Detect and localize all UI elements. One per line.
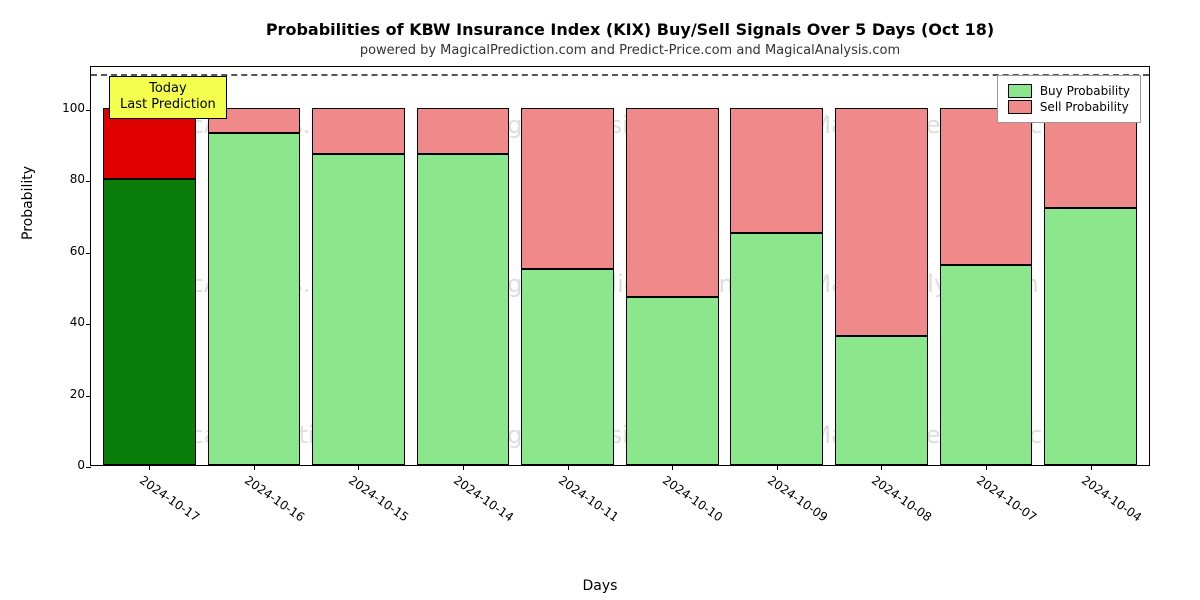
legend-item: Buy Probability	[1008, 84, 1130, 98]
plot-area: 020406080100MagicAnalysis.comMagicAnalys…	[90, 66, 1150, 466]
bar-slot: 2024-10-14	[415, 67, 512, 465]
y-tick-label: 40	[70, 315, 85, 329]
bars-container: 2024-10-172024-10-162024-10-152024-10-14…	[91, 67, 1149, 465]
x-tick-label: 2024-10-10	[660, 473, 725, 524]
bar-slot: 2024-10-11	[519, 67, 616, 465]
sell-segment	[521, 108, 614, 269]
x-tick-mark	[881, 465, 882, 470]
legend-label: Sell Probability	[1040, 100, 1129, 114]
x-tick-mark	[672, 465, 673, 470]
x-tick-label: 2024-10-08	[869, 473, 934, 524]
buy-segment	[835, 336, 928, 465]
bar-stack	[417, 108, 510, 465]
y-tick-label: 80	[70, 172, 85, 186]
bar-slot: 2024-10-09	[729, 67, 826, 465]
legend: Buy Probability Sell Probability	[997, 75, 1141, 123]
x-tick-label: 2024-10-11	[556, 473, 621, 524]
y-tick-label: 20	[70, 387, 85, 401]
bar-stack	[521, 108, 614, 465]
buy-segment	[417, 154, 510, 465]
bar-slot: 2024-10-16	[206, 67, 303, 465]
legend-item: Sell Probability	[1008, 100, 1130, 114]
y-tick-label: 100	[62, 101, 85, 115]
chart-subtitle: powered by MagicalPrediction.com and Pre…	[90, 43, 1170, 58]
x-axis-label: Days	[583, 578, 618, 594]
x-tick-label: 2024-10-16	[242, 473, 307, 524]
bar-slot: 2024-10-04	[1042, 67, 1139, 465]
x-tick-mark	[463, 465, 464, 470]
bar-stack	[1044, 108, 1137, 465]
buy-segment	[626, 297, 719, 465]
sell-segment	[730, 108, 823, 233]
x-tick-mark	[149, 465, 150, 470]
bar-slot: 2024-10-08	[833, 67, 930, 465]
bar-slot: 2024-10-07	[938, 67, 1035, 465]
bar-stack	[835, 108, 928, 465]
bar-stack	[626, 108, 719, 465]
buy-segment	[312, 154, 405, 465]
legend-swatch	[1008, 100, 1032, 114]
sell-segment	[312, 108, 405, 154]
legend-swatch	[1008, 84, 1032, 98]
today-annotation: TodayLast Prediction	[109, 76, 227, 119]
bar-stack	[312, 108, 405, 465]
buy-segment	[940, 265, 1033, 465]
sell-segment	[940, 108, 1033, 265]
x-tick-label: 2024-10-14	[451, 473, 516, 524]
bar-stack	[940, 108, 1033, 465]
x-tick-label: 2024-10-07	[974, 473, 1039, 524]
y-axis-label: Probability	[20, 166, 36, 240]
x-tick-mark	[568, 465, 569, 470]
x-tick-mark	[986, 465, 987, 470]
x-tick-label: 2024-10-17	[137, 473, 202, 524]
sell-segment	[835, 108, 928, 337]
x-tick-label: 2024-10-04	[1079, 473, 1144, 524]
bar-slot: 2024-10-17	[101, 67, 198, 465]
x-tick-mark	[254, 465, 255, 470]
x-tick-mark	[1091, 465, 1092, 470]
bar-stack	[730, 108, 823, 465]
bar-slot: 2024-10-10	[624, 67, 721, 465]
chart-container: Probabilities of KBW Insurance Index (KI…	[0, 0, 1200, 600]
x-tick-label: 2024-10-09	[765, 473, 830, 524]
bar-stack	[208, 108, 301, 465]
y-tick-mark	[86, 467, 91, 468]
buy-segment	[730, 233, 823, 465]
legend-label: Buy Probability	[1040, 84, 1130, 98]
bar-stack	[103, 108, 196, 465]
x-tick-mark	[777, 465, 778, 470]
buy-segment	[208, 133, 301, 465]
y-tick-label: 60	[70, 244, 85, 258]
x-tick-mark	[358, 465, 359, 470]
buy-segment	[1044, 208, 1137, 465]
y-tick-label: 0	[77, 458, 85, 472]
buy-segment	[521, 269, 614, 465]
chart-title: Probabilities of KBW Insurance Index (KI…	[90, 20, 1170, 39]
annotation-line2: Last Prediction	[120, 97, 216, 113]
annotation-line1: Today	[120, 81, 216, 97]
x-tick-label: 2024-10-15	[346, 473, 411, 524]
bar-slot: 2024-10-15	[310, 67, 407, 465]
sell-segment	[626, 108, 719, 297]
buy-segment	[103, 179, 196, 465]
sell-segment	[417, 108, 510, 154]
